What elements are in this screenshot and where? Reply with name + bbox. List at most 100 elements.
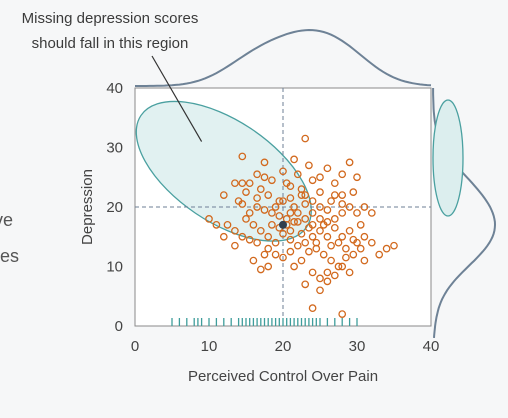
- data-point: [271, 203, 280, 211]
- data-point: [219, 191, 228, 199]
- data-point: [286, 209, 295, 217]
- data-point: [349, 250, 358, 259]
- rug-marks: [171, 318, 358, 326]
- data-point: [316, 203, 324, 211]
- data-point: [342, 253, 350, 262]
- data-point: [308, 209, 317, 217]
- data-point: [301, 280, 310, 289]
- side-text-fragment-2: res: [0, 246, 19, 266]
- data-point: [308, 268, 317, 277]
- data-point: [316, 226, 324, 235]
- data-point: [260, 158, 269, 167]
- data-point: [293, 241, 302, 250]
- data-point: [293, 209, 302, 217]
- data-point: [231, 226, 239, 235]
- y-tick-label: 20: [106, 199, 123, 216]
- data-point: [323, 268, 332, 277]
- data-point: [308, 221, 317, 229]
- data-point: [297, 256, 306, 265]
- data-point: [249, 221, 258, 229]
- data-point: [249, 256, 258, 265]
- data-point: [271, 238, 280, 247]
- y-tick-label: 0: [115, 318, 123, 335]
- top-density-curve: [135, 28, 432, 87]
- data-point: [279, 197, 287, 205]
- data-point: [334, 262, 343, 271]
- y-tick-label: 40: [106, 80, 123, 97]
- data-point: [323, 277, 332, 286]
- data-point: [286, 226, 295, 235]
- y-axis-title: Depression: [79, 169, 96, 245]
- data-point: [279, 167, 287, 176]
- data-point: [245, 179, 254, 188]
- x-tick-label: 10: [201, 338, 218, 355]
- data-point: [282, 179, 291, 188]
- y-tick-labels: 0 10 20 30 40: [106, 80, 123, 335]
- data-point: [271, 250, 280, 259]
- x-axis-title: Perceived Control Over Pain: [188, 368, 378, 385]
- data-point: [345, 158, 354, 167]
- data-point: [231, 241, 239, 250]
- data-point: [238, 232, 247, 241]
- data-point: [275, 212, 284, 220]
- data-point: [256, 185, 265, 193]
- plot-area: [135, 88, 431, 326]
- data-point: [238, 179, 247, 188]
- data-point: [238, 152, 247, 161]
- data-point: [375, 250, 384, 259]
- data-point: [316, 215, 324, 223]
- data-point: [327, 256, 335, 265]
- data-point: [330, 191, 339, 199]
- data-point: [360, 256, 369, 265]
- data-point: [264, 232, 273, 241]
- data-point: [253, 170, 261, 179]
- data-point: [390, 241, 398, 250]
- data-point: [305, 161, 313, 170]
- data-point: [219, 232, 228, 241]
- data-point: [290, 155, 298, 164]
- missing-region-ellipse: [135, 100, 312, 242]
- data-point: [338, 191, 347, 199]
- data-point: [301, 200, 310, 208]
- x-tick-label: 20: [275, 338, 292, 355]
- data-point: [290, 218, 298, 226]
- data-point: [242, 188, 250, 196]
- data-point: [293, 170, 302, 179]
- data-point: [356, 221, 365, 229]
- annotation-line-1: Missing depression scores: [22, 10, 199, 27]
- side-text-fragment-1: ve: [0, 210, 13, 230]
- data-point: [319, 250, 328, 259]
- data-point: [279, 229, 287, 238]
- data-point: [345, 203, 354, 211]
- scatter-points: [205, 134, 398, 318]
- data-point: [323, 218, 332, 226]
- data-point: [264, 262, 273, 271]
- data-point: [382, 244, 391, 253]
- data-point: [338, 310, 347, 318]
- data-point: [268, 176, 276, 185]
- data-point: [308, 304, 317, 312]
- data-point: [323, 164, 332, 173]
- data-point: [360, 232, 369, 241]
- data-point: [345, 226, 354, 235]
- data-point: [286, 235, 295, 244]
- data-point: [212, 221, 221, 229]
- annotation-leader-line: [151, 55, 203, 142]
- data-point: [367, 209, 376, 217]
- data-point: [301, 238, 310, 247]
- data-point: [316, 173, 324, 182]
- data-point: [349, 188, 358, 196]
- data-point: [205, 215, 213, 223]
- x-tick-label: 30: [349, 338, 366, 355]
- data-point: [308, 232, 317, 241]
- data-point: [253, 203, 261, 211]
- data-point: [338, 200, 347, 208]
- x-tick-label: 0: [131, 338, 139, 355]
- data-point: [353, 238, 361, 247]
- data-point: [308, 197, 317, 205]
- data-point: [327, 241, 335, 250]
- data-point: [323, 206, 332, 214]
- y-tick-label: 10: [106, 259, 123, 276]
- data-point: [260, 206, 269, 214]
